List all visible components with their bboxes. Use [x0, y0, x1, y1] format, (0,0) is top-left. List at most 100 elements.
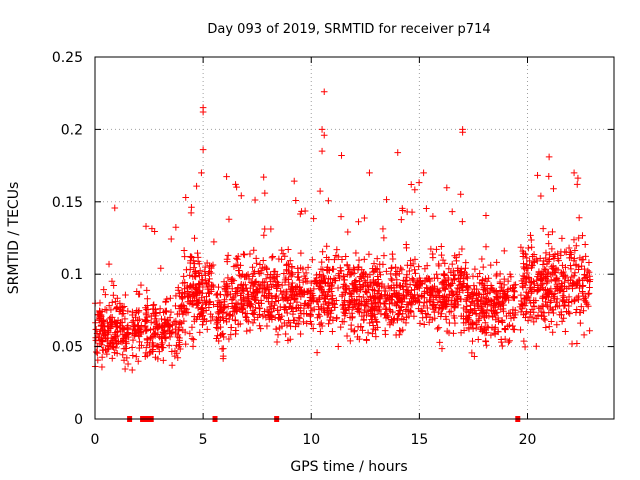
data-point [429, 254, 437, 261]
data-point [96, 330, 103, 338]
data-point [190, 264, 198, 271]
data-point [407, 262, 415, 269]
data-point [203, 326, 211, 333]
data-point [320, 300, 328, 308]
data-point [553, 299, 560, 306]
data-point [485, 275, 492, 282]
data-point [524, 292, 532, 300]
data-point [262, 275, 270, 283]
data-point [238, 287, 246, 294]
data-point [420, 299, 428, 307]
data-point [104, 319, 111, 327]
data-point [441, 286, 449, 293]
data-point [98, 363, 106, 371]
data-point [380, 252, 388, 259]
data-point [112, 344, 120, 352]
data-point [220, 278, 228, 286]
data-point [505, 338, 512, 346]
data-point [541, 274, 549, 281]
data-point [408, 208, 416, 216]
data-point [163, 307, 170, 315]
data-point [421, 288, 428, 295]
data-point [451, 297, 459, 305]
data-point [542, 254, 550, 262]
data-point [187, 297, 194, 304]
data-point [165, 342, 173, 349]
data-point [373, 265, 381, 272]
data-point [451, 275, 458, 283]
data-point [195, 288, 203, 295]
data-point [528, 314, 536, 321]
data-point [230, 277, 238, 284]
data-point [577, 319, 584, 327]
data-point [395, 311, 402, 318]
data-point [347, 325, 355, 333]
data-point [541, 316, 549, 324]
data-point [286, 335, 294, 343]
data-point [259, 312, 267, 320]
data-point [472, 324, 480, 332]
data-point [530, 299, 537, 306]
data-point [128, 319, 136, 326]
data-point [351, 327, 358, 334]
data-point [275, 314, 282, 322]
data-point [517, 243, 525, 251]
data-point [431, 274, 438, 282]
data-point [252, 278, 260, 285]
data-point [340, 272, 347, 280]
data-point [97, 327, 104, 335]
data-point [198, 308, 205, 316]
data-point [251, 295, 259, 303]
data-point [423, 284, 430, 291]
data-point [132, 353, 140, 360]
data-point [454, 293, 462, 300]
data-point [310, 285, 318, 293]
data-point [142, 223, 150, 230]
data-point [354, 264, 362, 271]
data-point [209, 281, 217, 289]
data-point [304, 301, 311, 309]
data-point [294, 283, 301, 291]
data-point [341, 310, 349, 317]
data-point [469, 272, 477, 280]
data-point [396, 327, 403, 334]
data-point [393, 276, 401, 284]
data-point [404, 307, 412, 315]
data-point [249, 263, 256, 271]
data-point [295, 314, 303, 321]
data-point [382, 331, 389, 338]
data-point [368, 316, 375, 323]
data-point [111, 349, 118, 356]
data-point [121, 315, 129, 323]
data-point [98, 353, 106, 361]
data-point [365, 286, 372, 294]
data-point [483, 341, 490, 349]
data-point [283, 321, 291, 329]
data-point [521, 343, 529, 351]
data-point [232, 306, 240, 314]
data-point [415, 263, 422, 270]
data-point [504, 277, 512, 285]
data-point [97, 311, 105, 319]
data-point [412, 298, 419, 305]
data-point [376, 293, 384, 301]
data-point [187, 253, 194, 261]
data-point [113, 340, 120, 347]
data-point [487, 331, 495, 339]
data-point [172, 329, 180, 337]
data-point [430, 285, 438, 293]
data-point [319, 278, 327, 285]
data-point [398, 266, 406, 273]
data-point [496, 278, 504, 286]
data-point [365, 250, 373, 258]
data-point [460, 319, 468, 327]
data-point [110, 291, 117, 299]
data-point [182, 194, 190, 201]
data-point [575, 214, 583, 222]
data-point [549, 265, 556, 273]
data-point [120, 303, 128, 310]
data-point [315, 303, 322, 310]
data-point [338, 292, 346, 300]
data-point [289, 310, 297, 318]
data-point [274, 331, 282, 339]
